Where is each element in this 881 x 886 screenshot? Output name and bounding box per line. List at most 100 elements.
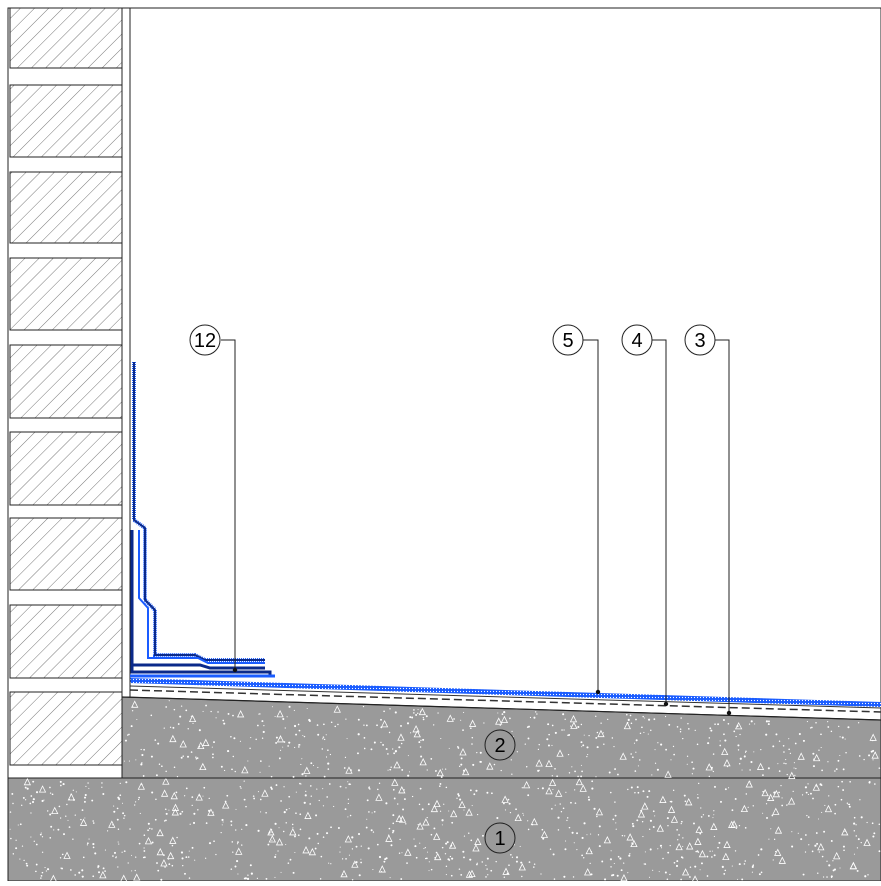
aggregate-grain: [460, 874, 463, 876]
aggregate-grain: [848, 805, 851, 808]
aggregate-grain: [529, 716, 532, 719]
aggregate-grain: [611, 874, 613, 877]
aggregate-grain: [540, 873, 542, 875]
aggregate-grain: [603, 743, 605, 745]
aggregate-grain: [370, 748, 373, 751]
aggregate-grain: [303, 735, 306, 738]
aggregate-stone: [548, 778, 557, 787]
aggregate-grain: [750, 720, 753, 723]
aggregate-grain: [385, 857, 388, 860]
aggregate-grain: [305, 790, 307, 792]
aggregate-grain: [734, 797, 737, 800]
aggregate-grain: [246, 877, 250, 880]
aggregate-grain: [872, 749, 875, 752]
aggregate-stone: [303, 766, 311, 774]
aggregate-stone: [695, 825, 703, 833]
aggregate-grain: [737, 744, 740, 747]
aggregate-grain: [551, 724, 554, 727]
aggregate-grain: [812, 797, 814, 800]
aggregate-grain: [577, 725, 580, 729]
aggregate-grain: [347, 802, 349, 805]
aggregate-grain: [766, 816, 768, 819]
aggregate-grain: [321, 748, 324, 750]
aggregate-grain: [818, 851, 821, 853]
aggregate-grain: [72, 798, 75, 801]
aggregate-grain: [664, 871, 667, 874]
aggregate-grain: [239, 740, 241, 742]
aggregate-grain: [738, 863, 741, 866]
aggregate-grain: [287, 745, 289, 747]
aggregate-stone: [556, 749, 564, 757]
aggregate-grain: [239, 786, 241, 788]
aggregate-grain: [737, 749, 740, 751]
aggregate-grain: [288, 808, 290, 810]
aggregate-grain: [590, 873, 593, 876]
aggregate-grain: [591, 787, 594, 790]
aggregate-grain: [295, 733, 298, 736]
aggregate-grain: [479, 751, 482, 754]
aggregate-grain: [727, 787, 730, 789]
aggregate-grain: [551, 775, 553, 777]
aggregate-grain: [839, 736, 841, 738]
aggregate-grain: [839, 867, 841, 869]
aggregate-grain: [520, 861, 523, 864]
aggregate-grain: [821, 769, 823, 772]
aggregate-grain: [191, 796, 194, 799]
aggregate-grain: [672, 745, 675, 748]
aggregate-grain: [521, 875, 523, 878]
aggregate-grain: [420, 755, 423, 758]
aggregate-grain: [834, 812, 836, 815]
aggregate-grain: [722, 718, 725, 722]
aggregate-grain: [441, 846, 444, 849]
aggregate-grain: [626, 721, 629, 724]
aggregate-grain: [485, 876, 487, 878]
aggregate-grain: [30, 795, 33, 797]
aggregate-stone: [38, 785, 47, 793]
aggregate-grain: [568, 772, 571, 774]
aggregate-grain: [807, 816, 810, 818]
aggregate-grain: [682, 837, 684, 839]
aggregate-grain: [341, 858, 344, 860]
aggregate-grain: [751, 865, 754, 868]
aggregate-grain: [72, 789, 74, 791]
aggregate-grain: [768, 838, 770, 840]
aggregate-grain: [182, 755, 184, 757]
aggregate-grain: [783, 762, 785, 765]
aggregate-grain: [348, 783, 351, 786]
aggregate-grain: [818, 749, 820, 751]
leader-12: [221, 339, 236, 670]
aggregate-stone: [133, 873, 141, 881]
aggregate-grain: [358, 874, 361, 877]
aggregate-grain: [367, 847, 370, 850]
aggregate-grain: [632, 756, 634, 759]
aggregate-grain: [383, 860, 386, 863]
aggregate-grain: [75, 791, 77, 793]
aggregate-stone: [418, 707, 427, 716]
aggregate-grain: [347, 816, 349, 818]
aggregate-grain: [288, 705, 291, 708]
aggregate-grain: [230, 868, 233, 870]
aggregate-grain: [284, 727, 286, 729]
aggregate-grain: [641, 726, 643, 729]
aggregate-grain: [717, 723, 720, 726]
aggregate-grain: [684, 800, 687, 803]
aggregate-grain: [315, 814, 318, 817]
aggregate-grain: [649, 848, 652, 851]
aggregate-grain: [205, 857, 207, 859]
aggregate-grain: [806, 815, 808, 817]
aggregate-grain: [415, 856, 418, 859]
aggregate-grain: [222, 821, 224, 823]
aggregate-grain: [226, 794, 229, 797]
aggregate-grain: [477, 814, 479, 816]
aggregate-grain: [634, 770, 637, 772]
aggregate-grain: [708, 775, 710, 778]
aggregate-grain: [327, 762, 330, 765]
aggregate-grain: [371, 812, 373, 814]
aggregate-grain: [574, 770, 576, 773]
aggregate-grain: [398, 746, 401, 749]
aggregate-grain: [866, 821, 868, 824]
aggregate-grain: [808, 844, 810, 846]
aggregate-grain: [533, 716, 536, 719]
aggregate-stone: [740, 804, 749, 813]
aggregate-grain: [87, 842, 89, 845]
